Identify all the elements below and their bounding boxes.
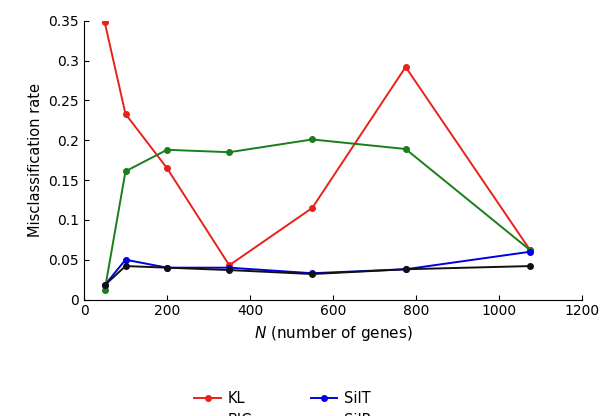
KL (226, 263, 233, 268)
BIC (122, 169, 129, 174)
SilT (402, 267, 409, 272)
KL (163, 166, 170, 171)
SilT (122, 257, 129, 262)
Line: SilR: SilR (102, 263, 533, 288)
Line: BIC: BIC (102, 137, 533, 293)
KL (527, 248, 534, 253)
KL (122, 111, 129, 116)
KL (402, 64, 409, 69)
SilT (527, 249, 534, 254)
KL (101, 20, 109, 25)
SilT (163, 265, 170, 270)
BIC (402, 146, 409, 151)
Line: SilT: SilT (102, 249, 533, 288)
SilR (122, 264, 129, 269)
SilR (163, 265, 170, 270)
SilR (527, 264, 534, 269)
BIC (527, 248, 534, 253)
Line: KL: KL (102, 20, 533, 268)
Legend: KL, BIC, SilT, SilR: KL, BIC, SilT, SilR (188, 385, 378, 416)
SilR (101, 283, 109, 288)
SilR (308, 272, 316, 277)
BIC (226, 150, 233, 155)
SilT (226, 265, 233, 270)
BIC (308, 137, 316, 142)
BIC (163, 147, 170, 152)
SilR (402, 267, 409, 272)
SilR (226, 267, 233, 272)
BIC (101, 287, 109, 292)
X-axis label: $N$ (number of genes): $N$ (number of genes) (254, 324, 412, 343)
KL (308, 206, 316, 210)
SilT (101, 283, 109, 288)
SilT (308, 271, 316, 276)
Y-axis label: Misclassification rate: Misclassification rate (28, 83, 43, 237)
